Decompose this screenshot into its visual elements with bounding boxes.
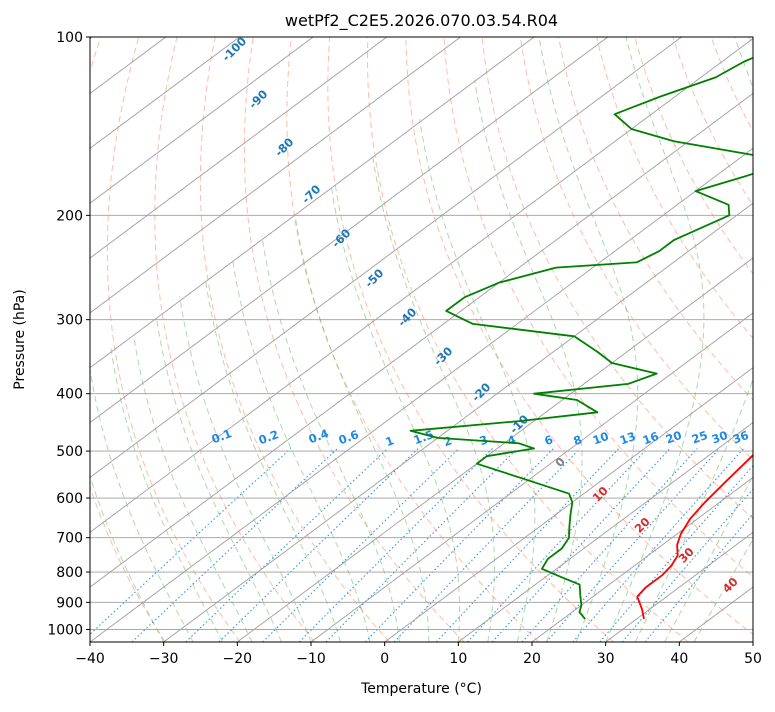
x-tick-label: −10 [296,651,326,667]
y-tick-label: 200 [56,208,83,224]
x-tick-label: 20 [523,651,541,667]
chart-title: wetPf2_C2E5.2026.070.03.54.R04 [285,11,558,31]
x-tick-label: 10 [449,651,467,667]
y-tick-label: 900 [56,595,83,611]
x-tick-label: −30 [149,651,179,667]
y-tick-label: 400 [56,387,83,403]
x-tick-label: 40 [670,651,688,667]
y-tick-label: 1000 [47,622,83,638]
y-tick-label: 100 [56,30,83,46]
x-axis-label: Temperature (°C) [360,681,482,697]
y-tick-label: 600 [56,491,83,507]
y-tick-label: 300 [56,313,83,329]
x-tick-label: 50 [744,651,762,667]
x-tick-label: −20 [223,651,253,667]
y-tick-label: 500 [56,444,83,460]
x-tick-label: 0 [380,651,389,667]
x-tick-label: −40 [75,651,105,667]
x-tick-label: 30 [597,651,615,667]
y-axis-label: Pressure (hPa) [12,289,28,389]
y-tick-label: 700 [56,531,83,547]
y-tick-label: 800 [56,565,83,581]
